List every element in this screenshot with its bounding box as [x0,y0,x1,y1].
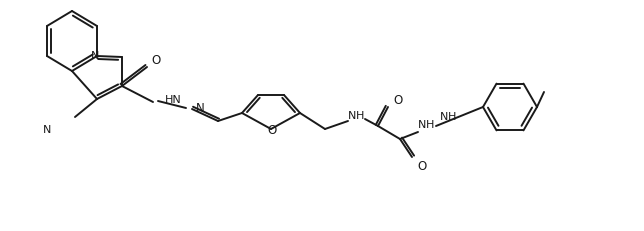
Text: O: O [417,159,426,172]
Text: O: O [393,93,402,106]
Text: N: N [348,110,356,121]
Text: H: H [426,119,434,129]
Text: H: H [448,112,456,122]
Text: N: N [91,51,99,61]
Text: HN: HN [165,94,182,105]
Text: O: O [267,124,277,137]
Text: N: N [440,112,448,122]
Text: N: N [43,125,51,134]
Text: N: N [196,102,205,115]
Text: O: O [151,53,160,66]
Text: N: N [418,119,426,129]
Text: H: H [356,110,365,121]
